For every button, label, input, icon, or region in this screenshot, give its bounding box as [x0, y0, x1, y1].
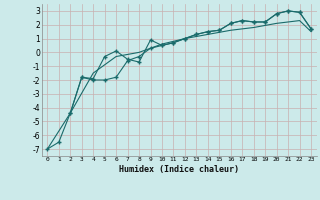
- X-axis label: Humidex (Indice chaleur): Humidex (Indice chaleur): [119, 165, 239, 174]
